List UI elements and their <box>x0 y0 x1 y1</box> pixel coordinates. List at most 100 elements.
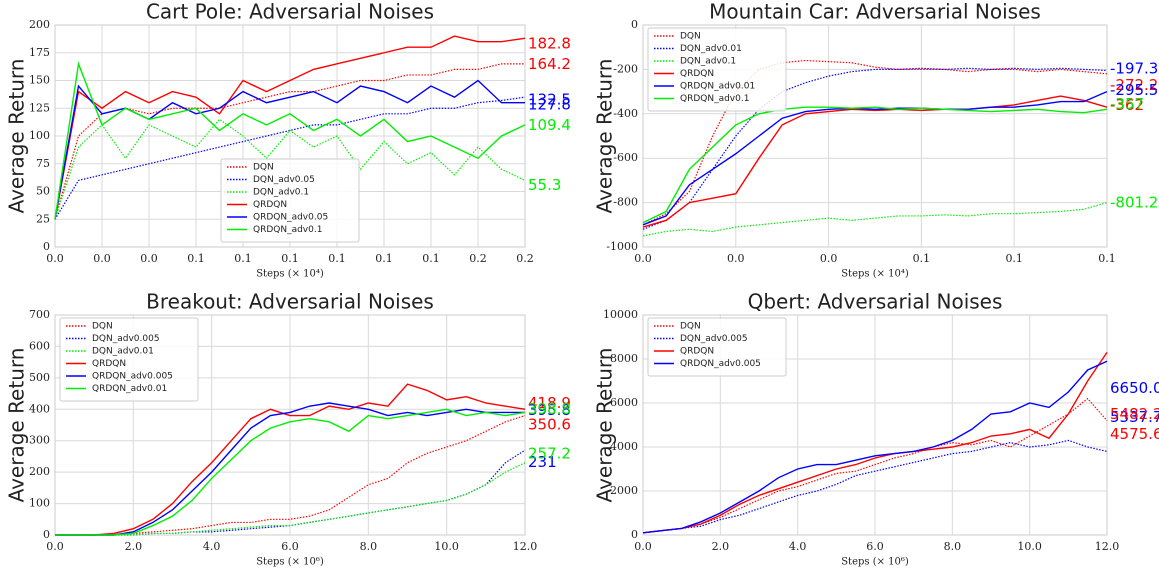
x-tick-label: 0.1 <box>328 252 346 265</box>
end-value-label: 4575.6 <box>1110 425 1159 443</box>
y-tick-label: 150 <box>29 74 50 87</box>
legend-label: DQN_adv0.005 <box>92 334 160 344</box>
y-tick-label: 100 <box>29 497 50 510</box>
legend-label: QRDQN <box>92 359 126 369</box>
legend-label: QRDQN_adv0.005 <box>92 372 173 382</box>
series-line <box>54 63 525 220</box>
y-tick-label: 25 <box>36 212 50 225</box>
legend-label: DQN_adv0.1 <box>680 57 736 67</box>
end-value-label: 398.8 <box>528 400 571 418</box>
legend: DQN DQN_adv0.005 DQN_adv0.01 QRDQN QRDQN_adv… <box>59 317 199 402</box>
legend-label: QRDQN_adv0.1 <box>253 225 322 235</box>
legend-label: QRDQN_adv0.005 <box>680 359 761 369</box>
legend-label: DQN <box>680 322 701 332</box>
end-value-label: 231 <box>528 453 557 471</box>
y-axis-label: Average Return <box>5 59 29 214</box>
end-value-label: 257.2 <box>528 445 571 463</box>
series-line <box>642 360 1108 534</box>
legend-label: QRDQN_adv0.1 <box>680 94 749 104</box>
y-tick-label: 10000 <box>603 308 638 321</box>
legend-label: DQN_adv0.01 <box>92 347 154 357</box>
x-tick-label: 2.0 <box>125 540 143 553</box>
x-tick-label: 2.0 <box>712 540 730 553</box>
legend-label: QRDQN <box>680 347 714 357</box>
x-tick-label: 4.0 <box>203 540 221 553</box>
legend: DQN DQN_adv0.05 DQN_adv0.1 QRDQN QRDQN_adv0.… <box>220 158 360 243</box>
y-tick-label: 0 <box>631 18 638 31</box>
x-tick-label: 0.0 <box>634 252 652 265</box>
y-tick-label: 200 <box>29 18 50 31</box>
series-line <box>54 35 526 220</box>
y-tick-label: 100 <box>29 129 50 142</box>
x-tick-label: 0.0 <box>46 252 64 265</box>
end-value-label: 109.4 <box>528 116 571 134</box>
x-tick-label: 0.0 <box>634 540 652 553</box>
legend-label: DQN_adv0.1 <box>253 188 309 198</box>
x-tick-label: 6.0 <box>866 540 884 553</box>
x-tick-label: 0.1 <box>913 252 931 265</box>
x-tick-label: 12.0 <box>513 540 538 553</box>
series-line <box>642 67 1108 230</box>
series-line <box>642 352 1108 534</box>
legend-label: QRDQN <box>253 200 287 210</box>
y-tick-label: 0 <box>43 240 50 253</box>
x-tick-label: 0.0 <box>820 252 838 265</box>
y-tick-label: -400 <box>613 107 638 120</box>
x-tick-label: 4.0 <box>789 540 807 553</box>
end-value-label: 5337.7 <box>1110 408 1159 426</box>
legend-label: DQN <box>680 32 701 42</box>
series-line <box>54 118 526 220</box>
y-tick-label: 300 <box>29 434 50 447</box>
plot-frame <box>54 24 526 248</box>
legend-label: DQN <box>253 163 274 173</box>
end-value-label: 182.8 <box>528 35 571 53</box>
x-tick-label: 0.2 <box>516 252 534 265</box>
end-value-label: 395.8 <box>528 401 571 419</box>
end-value-label: -272.2 <box>1110 76 1158 94</box>
x-tick-label: 0.1 <box>234 252 252 265</box>
end-value-label: 127.8 <box>528 96 571 114</box>
y-axis-label: Average Return <box>593 348 617 503</box>
x-tick-label: 8.0 <box>944 540 962 553</box>
x-tick-label: 0.0 <box>727 252 745 265</box>
end-value-label: 55.3 <box>528 176 561 194</box>
y-axis-label: Average Return <box>593 59 617 214</box>
series-line <box>642 439 1108 534</box>
legend-label: DQN_adv0.01 <box>680 44 742 54</box>
x-tick-label: 0.1 <box>375 252 393 265</box>
x-tick-label: 0.0 <box>46 540 64 553</box>
y-tick-label: 200 <box>29 465 50 478</box>
y-tick-label: 175 <box>29 46 50 59</box>
y-tick-label: -200 <box>613 62 638 75</box>
x-tick-label: 0.0 <box>140 252 158 265</box>
end-value-label: -295.5 <box>1110 81 1158 99</box>
x-tick-label: 0.0 <box>93 252 111 265</box>
end-value-label: 418.9 <box>528 394 571 412</box>
series-line <box>642 202 1108 237</box>
y-tick-label: 0 <box>43 528 50 541</box>
x-axis-label: Steps (× 10⁴) <box>841 269 909 280</box>
legend-label: QRDQN_adv0.01 <box>680 82 755 92</box>
y-tick-label: 700 <box>29 308 50 321</box>
end-value-label: 6650.0 <box>1110 379 1159 397</box>
legend-label: QRDQN_adv0.05 <box>253 213 328 223</box>
y-tick-label: -600 <box>613 151 638 164</box>
x-tick-label: 0.1 <box>281 252 299 265</box>
y-tick-label: 0 <box>631 528 638 541</box>
series-line <box>642 95 1108 228</box>
y-axis-label: Average Return <box>5 348 29 503</box>
x-axis-label: Steps (× 10⁶) <box>256 557 324 568</box>
chart-title: Breakout: Adversarial Noises <box>146 290 434 314</box>
end-value-label: -801.2 <box>1110 193 1158 211</box>
x-tick-label: 0.1 <box>422 252 440 265</box>
x-tick-label: 0.2 <box>469 252 487 265</box>
legend: DQN DQN_adv0.005 QRDQN QRDQN_adv0.005 <box>647 317 787 377</box>
x-tick-label: 0.1 <box>1098 252 1116 265</box>
end-value-label: 132.5 <box>528 90 571 108</box>
end-value-label: 5482.2 <box>1110 405 1159 423</box>
x-tick-label: 10.0 <box>1017 540 1042 553</box>
x-tick-label: 6.0 <box>281 540 299 553</box>
y-tick-label: -800 <box>613 196 638 209</box>
